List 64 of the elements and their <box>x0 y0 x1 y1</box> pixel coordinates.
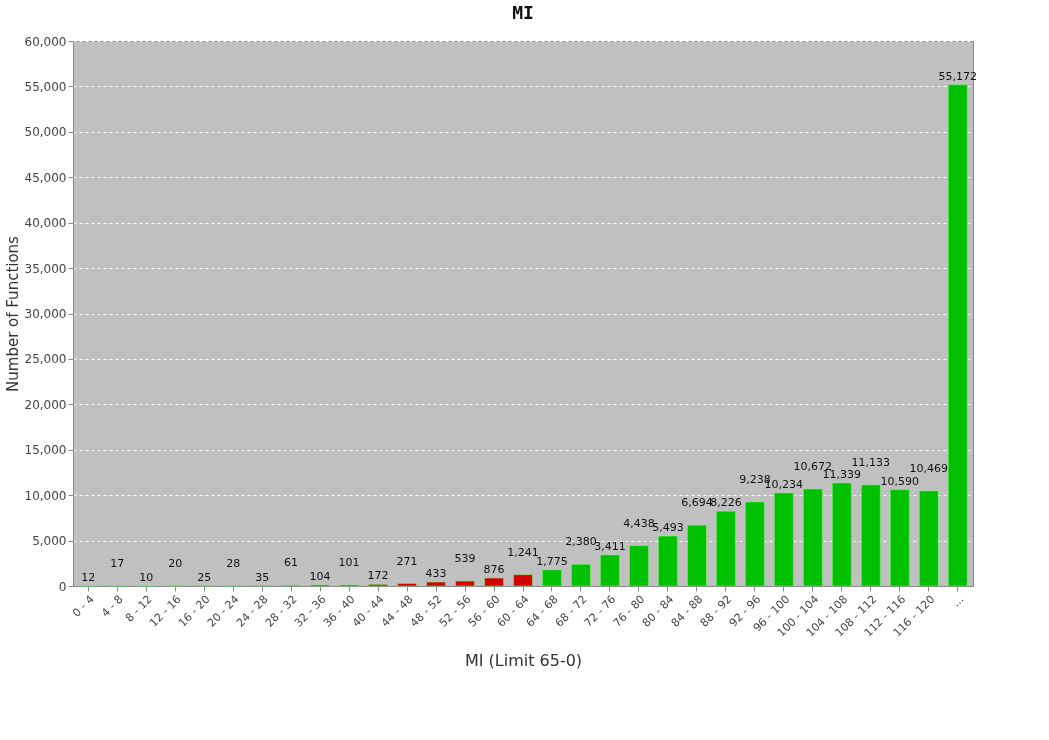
data-label: 61 <box>284 556 299 570</box>
bar <box>745 501 765 587</box>
y-tick-label: 0 <box>58 579 67 594</box>
data-label: 104 <box>309 570 331 584</box>
data-label: 271 <box>396 554 418 568</box>
bar <box>629 545 649 587</box>
bar <box>803 488 823 587</box>
data-label: 539 <box>454 552 476 566</box>
y-tick-label: 20,000 <box>24 397 67 412</box>
bar <box>600 554 620 587</box>
data-label: 2,380 <box>565 535 597 549</box>
y-tick-label: 10,000 <box>24 488 67 503</box>
data-label: 1,241 <box>507 545 539 559</box>
data-label: 10,469 <box>909 461 949 475</box>
data-label: 25 <box>197 570 212 584</box>
y-axis-title: Number of Functions <box>3 235 22 392</box>
x-tick-label: ... <box>949 592 967 610</box>
data-label: 876 <box>483 563 505 577</box>
data-label: 55,172 <box>938 69 978 83</box>
bar <box>542 569 562 587</box>
data-label: 10 <box>139 570 154 584</box>
data-label: 20 <box>168 556 183 570</box>
y-tick-label: 25,000 <box>24 352 67 367</box>
bar <box>774 492 794 587</box>
x-axis-title: MI (Limit 65-0) <box>464 650 583 670</box>
data-label: 11,133 <box>851 455 891 469</box>
data-label: 8,226 <box>710 496 742 510</box>
bar <box>455 580 475 587</box>
data-label: 101 <box>338 556 360 570</box>
bar <box>861 484 881 587</box>
bar <box>948 84 968 587</box>
data-label: 17 <box>110 556 125 570</box>
bar <box>513 574 533 587</box>
bar <box>397 583 417 587</box>
data-label: 35 <box>255 570 270 584</box>
bar <box>919 490 939 587</box>
y-tick-label: 40,000 <box>24 216 67 231</box>
data-label: 12 <box>81 570 96 584</box>
data-label: 6,694 <box>681 496 713 510</box>
bar <box>484 577 504 587</box>
bar <box>716 511 736 587</box>
x-tick-label: 0 - 4 <box>69 592 97 620</box>
y-tick-label: 35,000 <box>24 261 67 276</box>
x-tick-label: 4 - 8 <box>98 592 126 620</box>
data-label: 28 <box>226 556 241 570</box>
y-tick-label: 60,000 <box>24 34 67 49</box>
y-tick-label: 30,000 <box>24 307 67 321</box>
data-label: 1,775 <box>536 554 568 568</box>
bar <box>571 564 591 587</box>
y-tick-label: 5,000 <box>32 534 67 549</box>
data-label: 172 <box>367 569 389 583</box>
bar <box>687 524 707 587</box>
y-tick-label: 15,000 <box>24 443 67 458</box>
y-tick-label: 50,000 <box>24 125 67 140</box>
bar <box>890 489 910 587</box>
chart-title: MI <box>512 2 534 23</box>
bar <box>426 581 446 587</box>
y-tick-label: 55,000 <box>24 79 67 94</box>
data-label: 4,438 <box>623 516 655 530</box>
bar <box>832 482 852 587</box>
bar <box>658 535 678 587</box>
data-label: 10,590 <box>880 474 920 488</box>
y-tick-label: 45,000 <box>24 170 67 185</box>
data-label: 433 <box>425 567 447 581</box>
